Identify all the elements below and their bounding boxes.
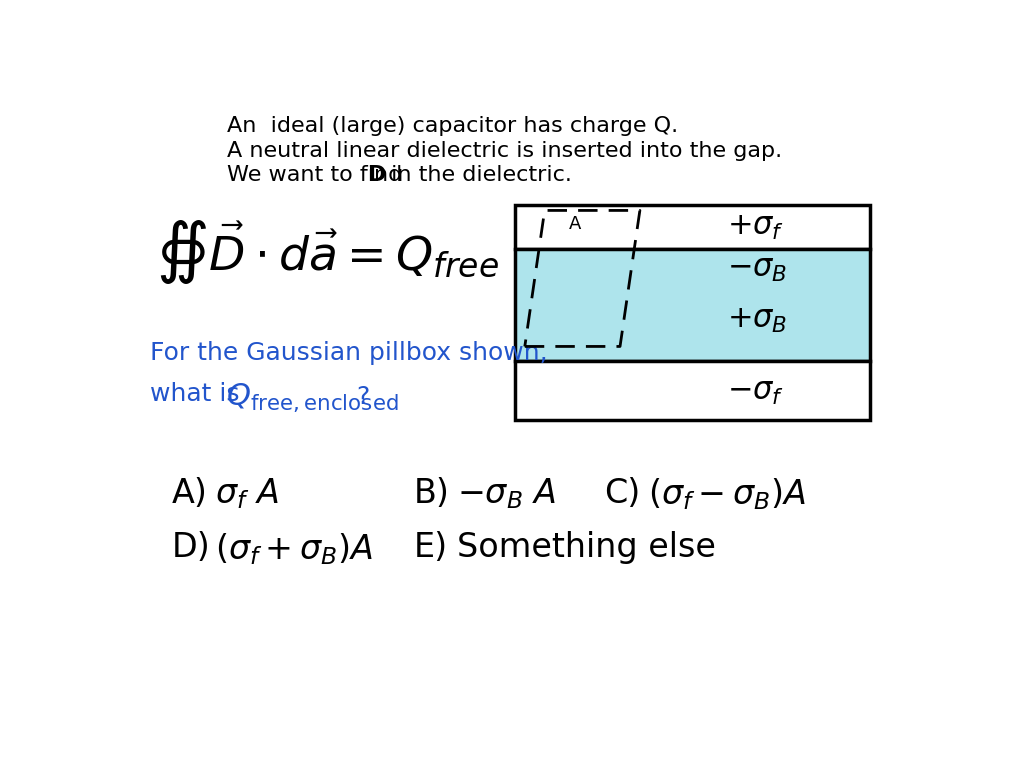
Text: A neutral linear dielectric is inserted into the gap.: A neutral linear dielectric is inserted … [227,141,782,161]
Text: $(\sigma_f - \sigma_B)A$: $(\sigma_f - \sigma_B)A$ [648,476,806,512]
Text: $-\sigma_B$: $-\sigma_B$ [727,255,787,284]
Text: For the Gaussian pillbox shown,: For the Gaussian pillbox shown, [151,340,548,365]
Bar [515,204,870,249]
Text: D): D) [172,531,210,564]
Text: A: A [568,215,581,233]
Text: $Q_{\mathrm{free,enclosed}}$: $Q_{\mathrm{free,enclosed}}$ [225,382,398,414]
Text: $+\sigma_f$: $+\sigma_f$ [727,213,784,242]
Text: $(\sigma_f + \sigma_B)A$: $(\sigma_f + \sigma_B)A$ [215,531,374,567]
Text: B): B) [414,476,450,509]
Bar [515,249,870,361]
Text: $+\sigma_B$: $+\sigma_B$ [727,306,787,335]
Text: A): A) [172,476,208,509]
Text: Something else: Something else [458,531,716,564]
Text: what is: what is [151,382,248,406]
Text: An  ideal (large) capacitor has charge Q.: An ideal (large) capacitor has charge Q. [227,116,678,136]
Text: $-\sigma_f$: $-\sigma_f$ [727,378,784,407]
Text: $\sigma_f\ A$: $\sigma_f\ A$ [215,476,279,511]
Bar [515,361,870,420]
Text: $-\sigma_B\ A$: $-\sigma_B\ A$ [458,476,557,511]
Text: $\oiint \vec{D} \cdot d\vec{a} = Q_{free}$: $\oiint \vec{D} \cdot d\vec{a} = Q_{free… [156,218,499,286]
Text: in the dielectric.: in the dielectric. [384,165,572,186]
Text: E): E) [414,531,447,564]
Text: C): C) [604,476,640,509]
Text: D: D [369,165,387,186]
Text: We want to find: We want to find [227,165,410,186]
Text: ?: ? [356,385,370,409]
